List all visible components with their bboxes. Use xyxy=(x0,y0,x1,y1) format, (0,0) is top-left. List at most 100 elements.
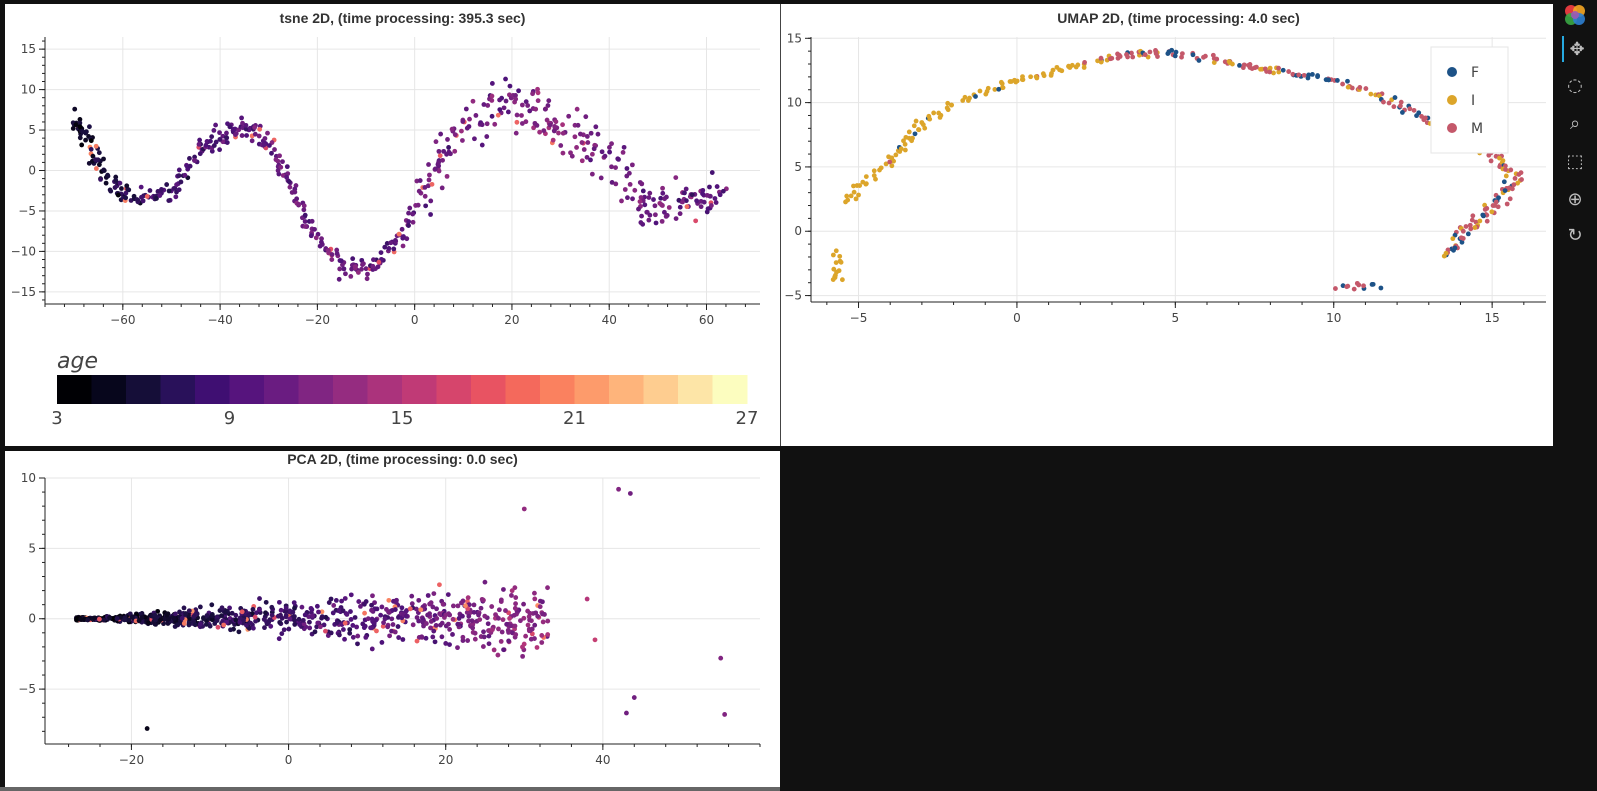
tsne-point xyxy=(489,81,495,86)
umap-point-F xyxy=(1502,188,1508,193)
umap-point-I xyxy=(848,193,854,199)
umap-point-M xyxy=(1495,204,1501,210)
umap-point-M xyxy=(887,159,893,165)
pca-point xyxy=(447,627,453,632)
pca-point xyxy=(407,606,413,612)
pca-point xyxy=(466,618,471,624)
box-select-icon[interactable]: ⬚ xyxy=(1566,150,1584,172)
tsne-point xyxy=(547,122,553,128)
umap-x-tick-label: −5 xyxy=(850,311,868,325)
umap-point-I xyxy=(844,193,850,199)
umap-plot[interactable]: UMAP 2D, (time processing: 4.0 sec) −5 0 5 1… xyxy=(781,4,1553,446)
umap-point-I xyxy=(898,146,904,152)
umap-point-I xyxy=(1226,59,1232,64)
reset-icon[interactable]: ↻ xyxy=(1567,224,1583,246)
tsne-point xyxy=(313,235,319,241)
pca-point xyxy=(513,601,518,607)
pca-point xyxy=(360,621,366,627)
umap-plot-panel[interactable]: UMAP 2D, (time processing: 4.0 sec) −5 0 5 1… xyxy=(781,4,1553,446)
pca-point xyxy=(283,605,289,611)
pca-point xyxy=(314,603,320,609)
pca-point xyxy=(380,623,386,629)
tsne-point xyxy=(157,193,163,198)
tsne-point xyxy=(277,153,282,159)
pca-point xyxy=(545,585,550,591)
pca-point xyxy=(624,710,629,716)
pca-point xyxy=(253,618,258,624)
pca-point xyxy=(455,603,461,609)
colorbar-swatch xyxy=(229,375,265,404)
tsne-point xyxy=(252,131,258,137)
tsne-point xyxy=(701,199,707,205)
tsne-point xyxy=(441,148,447,154)
tsne-point xyxy=(444,151,449,157)
wheel-zoom-icon[interactable]: ⌕ xyxy=(1569,112,1581,134)
tsne-y-tick-label: −5 xyxy=(18,204,36,218)
umap-point-M xyxy=(1254,64,1259,70)
tsne-plot-panel[interactable]: tsne 2D, (time processing: 395.3 sec) −60… xyxy=(5,4,780,446)
legend-label-I[interactable]: I xyxy=(1471,93,1475,109)
umap-y-tick-label: 15 xyxy=(787,31,802,45)
pca-point xyxy=(384,607,389,612)
legend-label-F[interactable]: F xyxy=(1471,65,1479,81)
tsne-point xyxy=(545,103,551,108)
umap-point-I xyxy=(1472,225,1478,230)
pca-point xyxy=(215,624,221,630)
tsne-plot[interactable]: tsne 2D, (time processing: 395.3 sec) −60… xyxy=(5,4,780,446)
tsne-point xyxy=(700,187,706,193)
pca-point xyxy=(410,622,416,628)
pca-point xyxy=(521,601,526,607)
tsne-point xyxy=(622,187,628,192)
umap-point-I xyxy=(1040,71,1046,77)
pca-point xyxy=(722,712,728,717)
tsne-point xyxy=(294,196,300,202)
umap-point-M xyxy=(1116,52,1122,58)
umap-point-M xyxy=(1398,103,1403,109)
umap-point xyxy=(1344,284,1350,290)
pca-point xyxy=(263,599,269,605)
pan-icon[interactable]: ✥ xyxy=(1562,36,1590,62)
pca-point xyxy=(348,617,354,622)
pca-point xyxy=(233,617,239,623)
pca-point xyxy=(253,610,259,616)
pca-plot-panel[interactable]: PCA 2D, (time processing: 0.0 sec) −20 0 20… xyxy=(5,451,780,791)
umap-point-F xyxy=(1173,49,1179,55)
umap-legend[interactable]: FIM xyxy=(1430,46,1509,154)
pca-point xyxy=(291,600,297,606)
tsne-point xyxy=(123,195,129,201)
pca-point xyxy=(278,607,284,613)
tsne-point xyxy=(452,148,458,154)
pca-point xyxy=(396,635,402,640)
pca-point xyxy=(416,618,422,624)
pca-point xyxy=(532,590,537,596)
pca-point xyxy=(328,596,334,602)
tsne-point xyxy=(677,211,683,217)
tsne-point xyxy=(262,136,268,141)
bokeh-logo-icon[interactable] xyxy=(1562,2,1588,28)
pca-x-tick-label: 40 xyxy=(595,753,610,767)
pca-point xyxy=(478,605,484,611)
umap-point-I xyxy=(873,176,878,182)
pca-point xyxy=(537,604,543,610)
zoom-icon[interactable]: ⊕ xyxy=(1567,188,1583,210)
tsne-point xyxy=(364,276,370,282)
pca-point xyxy=(471,609,477,615)
tsne-point xyxy=(589,171,595,177)
tsne-x-tick-label: −60 xyxy=(110,313,135,327)
umap-point-M xyxy=(1398,99,1404,105)
pca-point xyxy=(505,627,511,633)
lasso-select-icon[interactable]: ◌ xyxy=(1567,74,1583,96)
pca-plot[interactable]: PCA 2D, (time processing: 0.0 sec) −20 0 20… xyxy=(5,451,780,791)
pca-points xyxy=(74,486,728,731)
tsne-point xyxy=(652,212,658,218)
pca-point xyxy=(718,655,724,661)
umap-point-I xyxy=(851,189,857,195)
umap-point-M xyxy=(1508,167,1514,173)
pca-point xyxy=(532,622,538,628)
tsne-point xyxy=(620,149,626,155)
pca-point xyxy=(470,625,476,631)
legend-label-M[interactable]: M xyxy=(1471,121,1483,137)
umap-point xyxy=(1354,280,1360,286)
colorbar-swatch xyxy=(126,375,161,404)
tsne-point xyxy=(334,247,340,253)
